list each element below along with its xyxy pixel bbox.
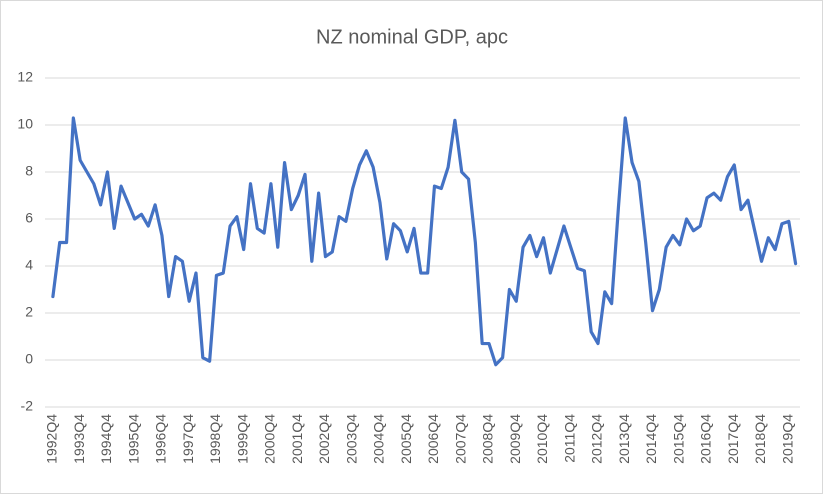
- x-tick-label: 2005Q4: [398, 414, 414, 464]
- y-tick-label: 8: [25, 163, 33, 179]
- x-tick-label: 2001Q4: [289, 414, 305, 464]
- x-tick-label: 1994Q4: [98, 414, 114, 464]
- x-tick-label: 2013Q4: [616, 414, 632, 464]
- x-tick-label: 2003Q4: [343, 414, 359, 464]
- x-tick-label: 2004Q4: [371, 414, 387, 464]
- x-tick-label: 1992Q4: [44, 414, 60, 464]
- x-tick-label: 1999Q4: [234, 414, 250, 464]
- x-tick-label: 1995Q4: [125, 414, 141, 464]
- x-tick-label: 2007Q4: [452, 414, 468, 464]
- data-line: [51, 116, 798, 367]
- chart-title: NZ nominal GDP, apc: [316, 26, 508, 48]
- x-tick-label: 2017Q4: [725, 414, 741, 464]
- x-tick-label: 1996Q4: [153, 414, 169, 464]
- y-tick-label: 10: [17, 116, 33, 132]
- y-tick-label: 12: [17, 69, 33, 85]
- x-tick-label: 2018Q4: [752, 414, 768, 464]
- x-tick-label: 2016Q4: [698, 414, 714, 464]
- y-tick-label: 0: [25, 351, 33, 367]
- x-tick-label: 2006Q4: [425, 414, 441, 464]
- x-tick-label: 2002Q4: [316, 414, 332, 464]
- y-tick-label: 4: [25, 257, 33, 273]
- x-tick-label: 2000Q4: [262, 414, 278, 464]
- x-tick-label: 2009Q4: [507, 414, 523, 464]
- x-tick-label: 2019Q4: [779, 414, 795, 464]
- x-tick-label: 2014Q4: [643, 414, 659, 464]
- x-tick-label: 1993Q4: [71, 414, 87, 464]
- x-tick-label: 1998Q4: [207, 414, 223, 464]
- y-tick-label: -2: [21, 398, 34, 414]
- x-tick-label: 2008Q4: [480, 414, 496, 464]
- y-tick-label: 2: [25, 304, 33, 320]
- x-tick-label: 1997Q4: [180, 414, 196, 464]
- x-tick-label: 2011Q4: [561, 414, 577, 463]
- y-tick-label: 6: [25, 210, 33, 226]
- x-tick-label: 2010Q4: [534, 414, 550, 464]
- x-tick-label: 2015Q4: [670, 414, 686, 464]
- x-tick-label: 2012Q4: [589, 414, 605, 464]
